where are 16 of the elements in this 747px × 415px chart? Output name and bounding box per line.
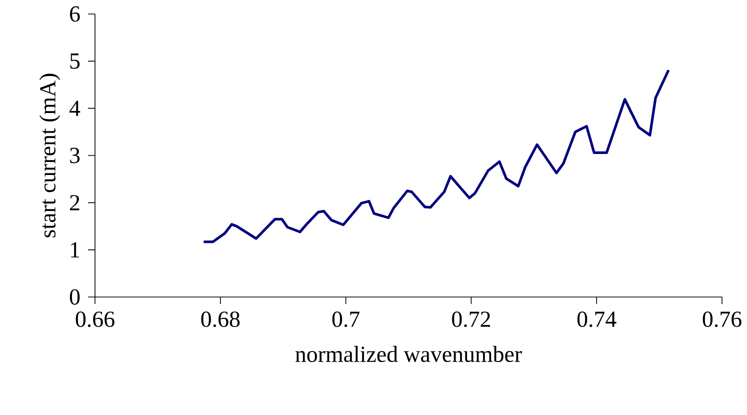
y-tick-label: 6 — [70, 6, 80, 22]
y-axis-title: start current (mA) — [39, 74, 60, 238]
x-tick-label: 0.72 — [452, 312, 490, 328]
y-tick-label: 5 — [70, 54, 80, 69]
x-tick-label: 0.68 — [201, 312, 240, 328]
x-tick-label: 0.66 — [76, 312, 114, 328]
y-tick-label: 3 — [70, 148, 80, 164]
y-tick-label: 1 — [71, 242, 80, 258]
x-axis-title: normalized wavenumber — [295, 346, 522, 362]
y-tick-label: 4 — [69, 100, 80, 116]
x-tick-label: 0.76 — [702, 312, 742, 328]
line-series — [203, 70, 670, 244]
y-tick-label: 0 — [70, 289, 80, 305]
x-tick-label: 0.74 — [577, 312, 616, 328]
x-tick-label: 0.7 — [332, 312, 360, 328]
y-tick-label: 2 — [70, 195, 80, 210]
